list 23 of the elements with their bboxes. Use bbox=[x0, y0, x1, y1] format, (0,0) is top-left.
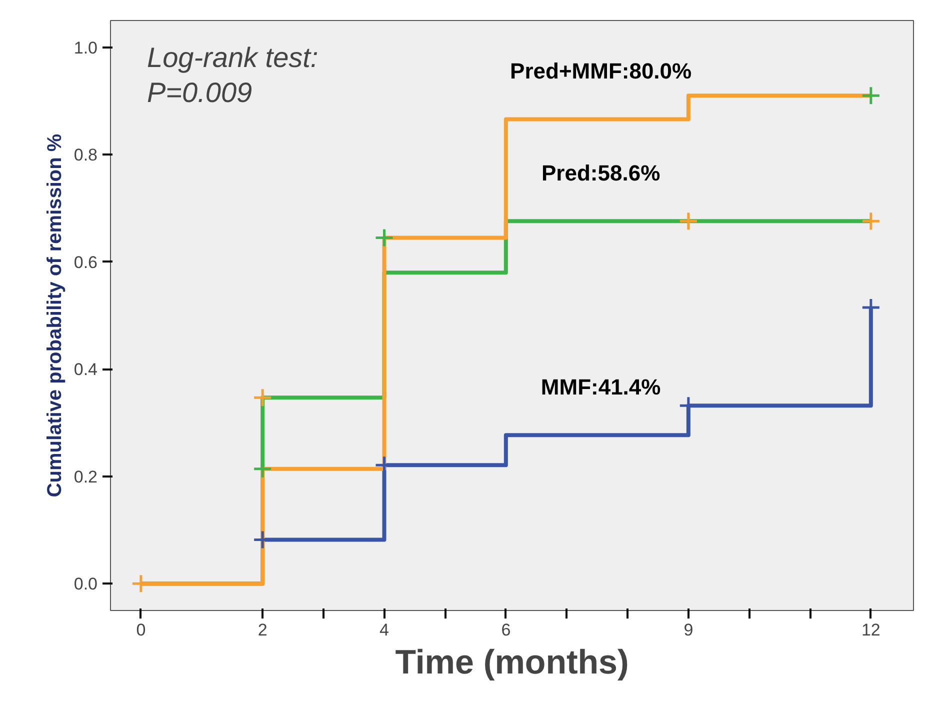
x-tick-label: 0 bbox=[136, 620, 146, 640]
x-tick-label: 4 bbox=[380, 620, 389, 640]
y-tick-label: 0.4 bbox=[74, 360, 98, 380]
x-tick-label: 6 bbox=[501, 620, 511, 640]
point bbox=[374, 228, 394, 248]
x-tick-label: 12 bbox=[861, 620, 880, 640]
series-label: MMF:41.4% bbox=[540, 374, 661, 400]
point bbox=[252, 388, 272, 408]
x-tick-label: 9 bbox=[684, 620, 694, 640]
y-tick-label: 0.0 bbox=[74, 574, 98, 594]
point bbox=[861, 211, 881, 231]
point bbox=[861, 86, 881, 106]
x-axis-title: Time (months) bbox=[395, 644, 629, 682]
annotation: Log-rank test: P=0.009 bbox=[147, 42, 318, 108]
y-tick-label: 1.0 bbox=[74, 38, 98, 58]
y-tick-label: 0.8 bbox=[74, 146, 98, 165]
y-tick-label: 0.6 bbox=[74, 252, 98, 272]
point bbox=[678, 211, 698, 231]
y-axis-title: Cumulative probability of remission % bbox=[44, 134, 66, 498]
series-label: Pred:58.6% bbox=[542, 160, 660, 186]
y-tick-label: 0.2 bbox=[74, 467, 98, 486]
x-tick-label: 2 bbox=[258, 620, 268, 640]
series-label: Pred+MMF:80.0% bbox=[510, 58, 692, 84]
